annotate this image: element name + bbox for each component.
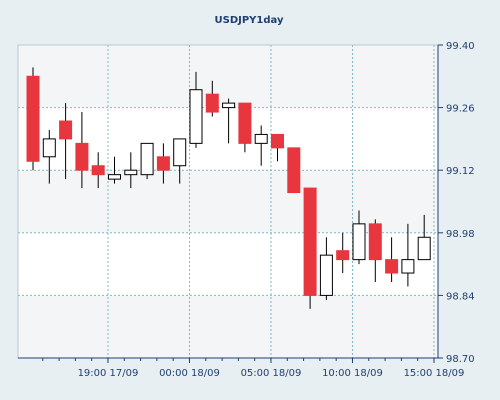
candle-body-up xyxy=(124,169,138,176)
candle-body-up xyxy=(189,89,203,144)
candle-body-down xyxy=(287,147,301,194)
x-tick-label: 19:00 17/09 xyxy=(78,368,139,379)
candle xyxy=(156,143,170,184)
axes: 99.40 99.26 99.12 98.98 98.84 98.70 19:00 17/0… xyxy=(18,41,475,379)
plot-area xyxy=(17,44,439,359)
candle xyxy=(75,112,89,189)
candle-body-up xyxy=(417,236,431,261)
y-tick-label: 99.40 xyxy=(446,41,475,52)
candle-body-down xyxy=(205,93,219,113)
plot-band xyxy=(18,295,438,358)
candle-body-down xyxy=(336,250,350,261)
x-tick-label: 00:00 18/09 xyxy=(159,368,220,379)
candle-body-down xyxy=(75,142,89,171)
candle-body-up xyxy=(352,223,366,261)
candle xyxy=(205,80,219,117)
candle xyxy=(91,152,105,189)
chart-title: USDJPY1day xyxy=(215,15,284,26)
x-tick-label: 10:00 18/09 xyxy=(322,368,383,379)
candle xyxy=(222,98,236,144)
candle xyxy=(42,129,56,184)
candle xyxy=(189,71,203,148)
candle xyxy=(238,102,252,153)
candle xyxy=(303,187,317,309)
candle xyxy=(254,125,268,166)
candle-body-down xyxy=(59,120,73,140)
candle-body-down xyxy=(156,156,170,171)
plot-band xyxy=(18,45,438,108)
candle xyxy=(124,152,138,189)
candle-body-up xyxy=(173,138,187,167)
candle-body-down xyxy=(271,133,284,149)
candle xyxy=(59,103,73,180)
candle-body-down xyxy=(91,165,105,176)
candle-body-down xyxy=(26,75,40,162)
candle-body-down xyxy=(303,187,317,296)
candle xyxy=(319,237,333,300)
plot-band xyxy=(18,170,438,233)
candle-body-down xyxy=(238,102,252,144)
candle xyxy=(140,142,154,180)
candle-body-up xyxy=(140,142,154,176)
candle-series xyxy=(26,67,431,309)
candle-body-up xyxy=(401,259,415,274)
y-tick-label: 98.84 xyxy=(446,291,475,302)
candle xyxy=(368,219,382,282)
candle-body-up xyxy=(319,254,333,296)
candle-body-down xyxy=(385,259,399,274)
candle-body-up xyxy=(222,102,236,109)
candle xyxy=(385,237,399,282)
candle xyxy=(352,210,366,265)
y-tick-label: 99.12 xyxy=(446,166,475,177)
candle xyxy=(271,133,284,162)
candle-body-down xyxy=(368,223,382,261)
y-tick-label: 99.26 xyxy=(446,104,475,115)
candle xyxy=(401,223,415,287)
x-tick-label: 05:00 18/09 xyxy=(241,368,302,379)
x-tick-label: 15:00 18/09 xyxy=(404,368,465,379)
y-tick-label: 98.70 xyxy=(446,354,475,365)
candle xyxy=(287,147,301,194)
candle xyxy=(26,67,40,171)
candle xyxy=(336,232,350,274)
y-tick-label: 98.98 xyxy=(446,229,475,240)
candle xyxy=(108,156,121,184)
candle xyxy=(417,214,431,261)
candle-body-up xyxy=(108,174,121,180)
candle-body-up xyxy=(254,133,268,144)
candle-body-up xyxy=(42,138,56,158)
candle xyxy=(173,138,187,184)
